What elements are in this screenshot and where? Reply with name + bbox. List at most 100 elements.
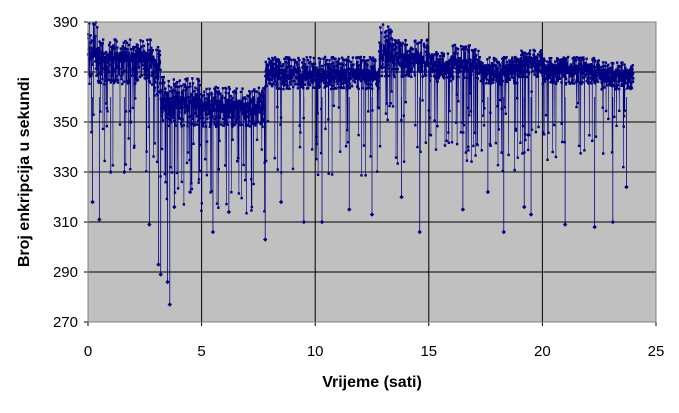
data-point xyxy=(603,64,607,68)
data-point xyxy=(592,74,595,78)
data-point xyxy=(223,106,226,109)
outlier-point xyxy=(624,184,629,190)
data-point xyxy=(329,66,332,70)
data-point xyxy=(186,151,190,154)
data-point xyxy=(261,105,264,109)
data-point xyxy=(332,69,336,73)
data-point xyxy=(524,61,527,64)
data-point xyxy=(302,57,305,61)
data-point xyxy=(428,79,432,82)
data-point xyxy=(162,75,165,79)
y-tick-label: 330 xyxy=(53,164,78,181)
data-point xyxy=(621,84,624,87)
data-point xyxy=(370,83,373,87)
data-point xyxy=(329,63,333,66)
data-point xyxy=(297,56,300,60)
data-point xyxy=(228,87,231,91)
data-point xyxy=(209,103,212,106)
data-point xyxy=(267,63,270,66)
data-point xyxy=(541,74,544,77)
data-point xyxy=(376,75,379,79)
data-point xyxy=(255,108,258,111)
data-point xyxy=(234,119,238,122)
data-point xyxy=(489,72,492,75)
data-point xyxy=(163,81,166,84)
data-point xyxy=(542,133,546,136)
data-point xyxy=(500,107,503,110)
data-point xyxy=(559,68,563,71)
data-point xyxy=(568,82,571,85)
data-point xyxy=(270,77,274,80)
data-point xyxy=(398,41,401,44)
data-point xyxy=(150,60,153,64)
data-point xyxy=(122,41,125,44)
data-point xyxy=(430,53,433,56)
data-point xyxy=(189,99,193,102)
data-point xyxy=(378,58,382,61)
data-point xyxy=(300,85,303,89)
data-point xyxy=(516,73,519,76)
data-point xyxy=(160,100,163,103)
data-point xyxy=(550,63,554,66)
data-point xyxy=(331,78,334,81)
data-point xyxy=(121,45,124,48)
data-point xyxy=(194,107,197,110)
data-point xyxy=(221,87,225,90)
data-point xyxy=(432,55,435,58)
data-point xyxy=(175,106,178,110)
data-point xyxy=(572,61,576,65)
data-point xyxy=(520,75,523,78)
data-point xyxy=(421,57,425,60)
data-point xyxy=(575,72,579,75)
outlier-point xyxy=(210,229,216,235)
data-point xyxy=(169,105,172,108)
data-point xyxy=(607,70,611,73)
data-point xyxy=(591,67,594,70)
data-point xyxy=(185,107,188,110)
data-point xyxy=(550,56,553,60)
data-point xyxy=(197,105,200,108)
data-point xyxy=(574,72,577,75)
data-point xyxy=(96,26,99,29)
outlier-point xyxy=(522,204,527,210)
data-point xyxy=(348,82,352,85)
data-point xyxy=(157,75,160,78)
data-point xyxy=(507,153,510,157)
data-point xyxy=(349,60,353,64)
data-point xyxy=(156,73,159,76)
data-point xyxy=(98,40,101,43)
data-point xyxy=(491,73,494,76)
data-series xyxy=(86,21,635,307)
data-point xyxy=(579,152,582,155)
data-point xyxy=(298,145,302,149)
data-point xyxy=(554,155,558,159)
data-point xyxy=(492,78,495,81)
data-point xyxy=(263,105,266,108)
data-point xyxy=(413,74,417,77)
data-point xyxy=(105,124,109,128)
data-point xyxy=(337,62,340,65)
data-point xyxy=(619,77,622,81)
data-point xyxy=(427,109,431,112)
data-point xyxy=(137,66,140,69)
data-point xyxy=(630,71,634,75)
data-point xyxy=(96,52,99,56)
data-point xyxy=(272,70,275,74)
data-point xyxy=(121,60,124,63)
data-point xyxy=(110,79,114,82)
data-point xyxy=(247,102,251,105)
data-point xyxy=(122,56,125,60)
data-point xyxy=(280,71,284,74)
data-point xyxy=(627,86,630,89)
data-point xyxy=(466,69,470,72)
data-point xyxy=(356,60,359,64)
data-point xyxy=(262,94,265,97)
data-point xyxy=(469,58,472,62)
data-point xyxy=(322,69,325,73)
data-point xyxy=(476,62,480,66)
data-point xyxy=(216,86,220,90)
data-point xyxy=(101,38,105,41)
data-point xyxy=(417,68,420,72)
data-point xyxy=(385,51,388,54)
data-point xyxy=(463,59,466,62)
